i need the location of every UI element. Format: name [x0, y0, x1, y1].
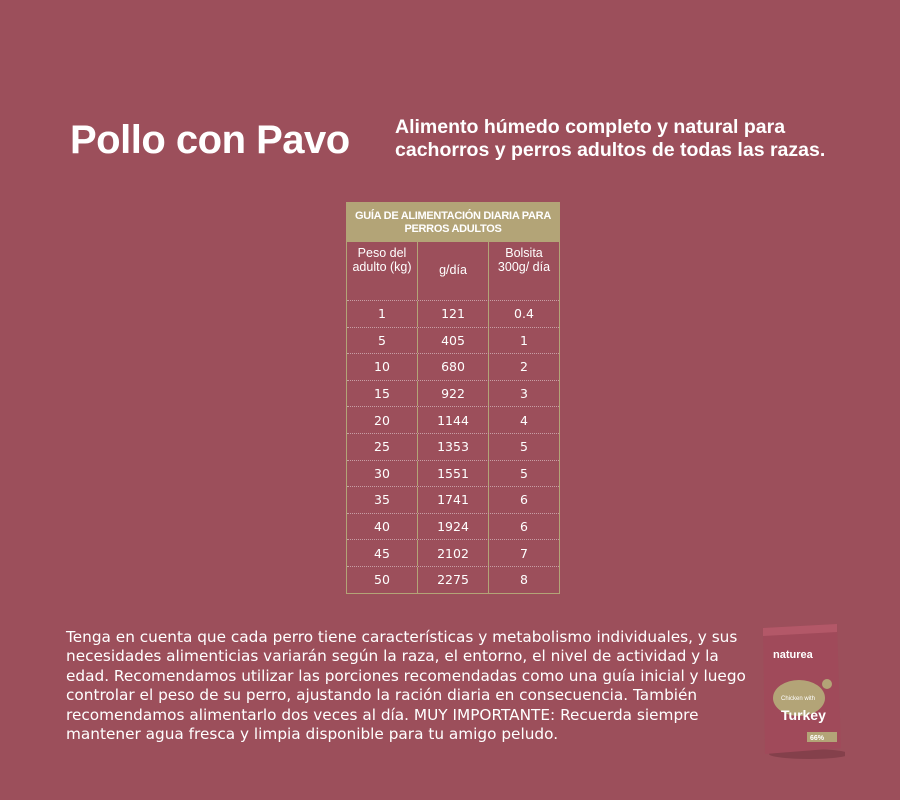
table-cell: 40	[374, 519, 390, 535]
table-row: 15 922 3	[347, 379, 559, 407]
table-cell: 10	[374, 359, 390, 375]
table-cell: 1924	[417, 513, 488, 540]
table-cell: 35	[374, 492, 390, 508]
product-badge: 66%	[810, 735, 825, 742]
table-cell: 1551	[417, 460, 488, 487]
table-row: 50 2275 8	[347, 565, 559, 593]
table-cell: 680	[417, 354, 488, 380]
table-cell: 1144	[417, 407, 488, 433]
page-title: Pollo con Pavo	[70, 118, 350, 162]
table-cell: 2	[488, 354, 559, 380]
table-cell: 405	[417, 327, 488, 354]
table-cell: 8	[488, 566, 559, 593]
table-cell: 25	[374, 439, 390, 455]
column-headers: Peso del adulto (kg) g/día Bolsita 300g/…	[347, 242, 559, 300]
table-row: 35 1741 6	[347, 486, 559, 513]
table-row: 40 1924 6	[347, 512, 559, 540]
table-cell: 5	[378, 332, 386, 348]
product-line2: Turkey	[781, 707, 826, 723]
table-row: 1 121 0.4	[347, 300, 559, 327]
table-row: 20 1144 4	[347, 406, 559, 433]
page-subtitle: Alimento húmedo completo y natural para …	[395, 116, 826, 161]
table-cell: 0.4	[488, 301, 559, 327]
table-header: GUÍA DE ALIMENTACIÓN DIARIA PARA PERROS …	[347, 203, 559, 242]
table-cell: 5	[488, 433, 559, 460]
table-cell: 20	[374, 412, 390, 428]
table-row: 10 680 2	[347, 353, 559, 380]
column-header-grams: g/día	[417, 242, 488, 300]
table-cell: 1741	[417, 487, 488, 513]
table-cell: 2102	[417, 540, 488, 566]
column-header-pouches: Bolsita 300g/ día	[488, 242, 559, 300]
column-header-weight: Peso del adulto (kg)	[352, 246, 412, 274]
feeding-notes: Tenga en cuenta que cada perro tiene car…	[66, 628, 746, 744]
table-cell: 121	[417, 301, 488, 327]
product-pouch-image: naturea Chicken with Turkey 66%	[763, 624, 845, 759]
table-cell: 1	[488, 327, 559, 354]
table-cell: 7	[488, 540, 559, 566]
table-cell: 45	[374, 545, 390, 561]
table-cell: 6	[488, 487, 559, 513]
table-row: 25 1353 5	[347, 432, 559, 460]
table-cell: 6	[488, 513, 559, 540]
table-cell: 15	[374, 386, 390, 402]
table-cell: 1353	[417, 433, 488, 460]
table-cell: 1	[378, 306, 386, 322]
table-cell: 30	[374, 465, 390, 481]
table-cell: 2275	[417, 566, 488, 593]
feeding-guide-table: GUÍA DE ALIMENTACIÓN DIARIA PARA PERROS …	[346, 202, 560, 594]
table-row: 30 1551 5	[347, 459, 559, 487]
product-brand: naturea	[773, 649, 814, 661]
table-cell: 3	[488, 380, 559, 407]
table-row: 45 2102 7	[347, 539, 559, 566]
table-cell: 50	[374, 572, 390, 588]
table-row: 5 405 1	[347, 326, 559, 354]
table-cell: 4	[488, 407, 559, 433]
product-line1: Chicken with	[781, 696, 815, 702]
table-cell: 922	[417, 380, 488, 407]
table-cell: 5	[488, 460, 559, 487]
